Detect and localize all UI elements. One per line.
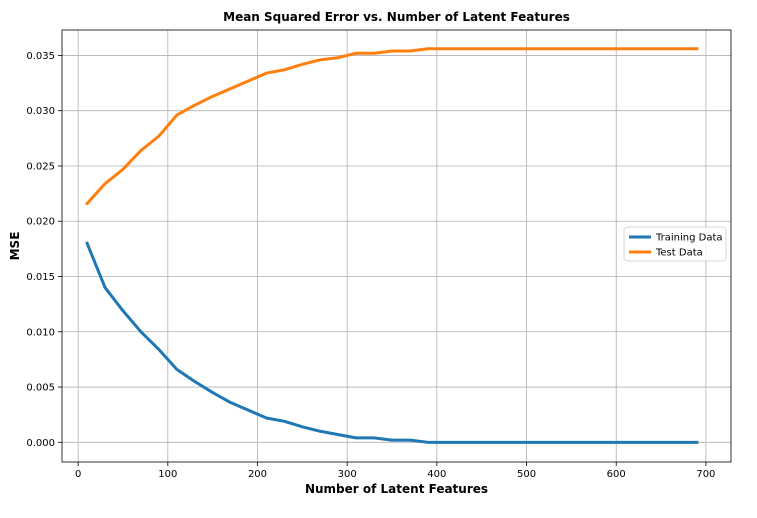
y-tick-label: 0.030 [26,106,55,117]
y-tick-label: 0.010 [26,327,55,338]
x-tick-label: 300 [338,469,357,480]
axis-ticks: 0 100 200 300 400 500 600 700 0.000 0.005 0.010 0.0… [26,51,715,480]
x-tick-label: 400 [427,469,446,480]
chart-title: Mean Squared Error vs. Number of Latent … [223,10,570,24]
x-tick-label: 0 [75,469,81,480]
x-tick-label: 700 [696,469,715,480]
series-line-training-data [85,241,699,444]
x-tick-label: 100 [158,469,177,480]
series-line-test-data [84,47,699,206]
y-axis-label: MSE [8,232,22,261]
grid-lines [62,30,731,462]
chart-legend: Training Data Test Data [623,226,727,262]
x-tick-label: 600 [607,469,626,480]
legend-label: Training Data [655,233,723,244]
y-tick-label: 0.025 [26,161,55,172]
x-tick-label: 500 [517,469,536,480]
y-tick-label: 0.020 [26,217,55,228]
y-tick-label: 0.015 [26,272,55,283]
x-axis-label: Number of Latent Features [305,482,488,496]
y-tick-label: 0.035 [26,51,55,62]
legend-label: Test Data [655,248,703,259]
series-lines [84,47,699,444]
y-tick-label: 0.000 [26,438,55,449]
y-tick-label: 0.005 [26,383,55,394]
plot-area-frame [61,29,732,463]
x-tick-label: 200 [248,469,267,480]
